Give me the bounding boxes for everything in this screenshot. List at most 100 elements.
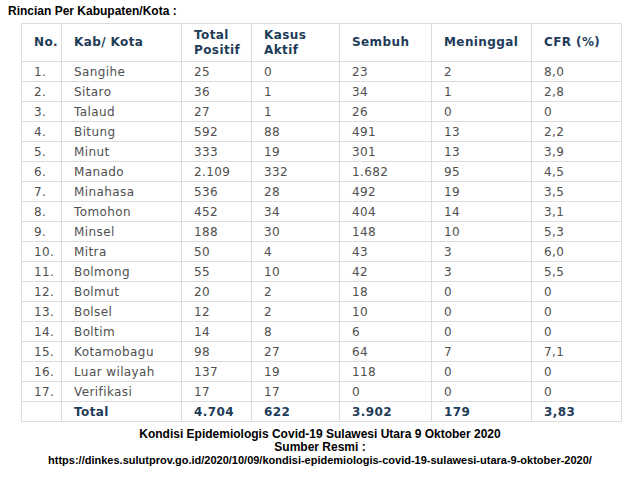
cell-kasus-aktif: 2 xyxy=(252,302,340,322)
cell-no: 15. xyxy=(22,342,62,362)
cell-no: 12. xyxy=(22,282,62,302)
cell-sembuh: 0 xyxy=(340,382,432,402)
table-row: 6.Manado2.1093321.682954,5 xyxy=(22,162,622,182)
cell-meninggal: 14 xyxy=(432,202,532,222)
cell-cfr: 0 xyxy=(532,322,622,342)
cell-kasus-aktif: 1 xyxy=(252,82,340,102)
cell-sembuh: 491 xyxy=(340,122,432,142)
column-header-cfr: CFR (%) xyxy=(532,24,622,62)
cell-sembuh: 64 xyxy=(340,342,432,362)
cell-no: 1. xyxy=(22,62,62,82)
cell-kasus-aktif: 88 xyxy=(252,122,340,142)
cell-sembuh: 118 xyxy=(340,362,432,382)
cell-kasus-aktif: 28 xyxy=(252,182,340,202)
cell-cfr: 7,1 xyxy=(532,342,622,362)
cell-cfr: 0 xyxy=(532,302,622,322)
cell-total-positif: 12 xyxy=(182,302,252,322)
cell-kab-kota: Sitaro xyxy=(62,82,182,102)
cell-meninggal: 3 xyxy=(432,242,532,262)
cell-total-positif: 4.704 xyxy=(182,402,252,422)
cell-kab-kota: Talaud xyxy=(62,102,182,122)
cell-kasus-aktif: 2 xyxy=(252,282,340,302)
cell-cfr: 2,8 xyxy=(532,82,622,102)
cell-kab-kota: Manado xyxy=(62,162,182,182)
cell-kasus-aktif: 4 xyxy=(252,242,340,262)
cell-sembuh: 404 xyxy=(340,202,432,222)
cell-cfr: 3,5 xyxy=(532,182,622,202)
cell-total-positif: 27 xyxy=(182,102,252,122)
cell-total-positif: 536 xyxy=(182,182,252,202)
table-row: 5.Minut33319301133,9 xyxy=(22,142,622,162)
cell-kasus-aktif: 30 xyxy=(252,222,340,242)
cell-sembuh: 148 xyxy=(340,222,432,242)
cell-meninggal: 0 xyxy=(432,322,532,342)
table-header-row: No.Kab/ KotaTotal PositifKasus AktifSemb… xyxy=(22,24,622,62)
cell-meninggal: 2 xyxy=(432,62,532,82)
table-row: 1.Sangihe2502328,0 xyxy=(22,62,622,82)
caption-source-url: https://dinkes.sulutprov.go.id/2020/10/0… xyxy=(0,454,640,467)
cell-no: 6. xyxy=(22,162,62,182)
cell-cfr: 3,9 xyxy=(532,142,622,162)
cell-total-positif: 188 xyxy=(182,222,252,242)
cell-cfr: 0 xyxy=(532,282,622,302)
cell-kasus-aktif: 332 xyxy=(252,162,340,182)
cell-kab-kota: Kotamobagu xyxy=(62,342,182,362)
table-row: 17.Verifikasi1717000 xyxy=(22,382,622,402)
cell-cfr: 6,0 xyxy=(532,242,622,262)
cell-kab-kota: Mitra xyxy=(62,242,182,262)
cell-no: 13. xyxy=(22,302,62,322)
cell-sembuh: 26 xyxy=(340,102,432,122)
cell-meninggal: 0 xyxy=(432,362,532,382)
cell-kab-kota: Boltim xyxy=(62,322,182,342)
cell-total-positif: 592 xyxy=(182,122,252,142)
cell-meninggal: 0 xyxy=(432,282,532,302)
cell-kasus-aktif: 1 xyxy=(252,102,340,122)
cell-meninggal: 10 xyxy=(432,222,532,242)
column-header-no: No. xyxy=(22,24,62,62)
cell-total-positif: 137 xyxy=(182,362,252,382)
cell-no xyxy=(22,402,62,422)
cell-kasus-aktif: 19 xyxy=(252,362,340,382)
table-row: 4.Bitung59288491132,2 xyxy=(22,122,622,142)
cell-no: 8. xyxy=(22,202,62,222)
table-row: 3.Talaud2712600 xyxy=(22,102,622,122)
cell-meninggal: 13 xyxy=(432,142,532,162)
cell-meninggal: 0 xyxy=(432,382,532,402)
table-caption: Kondisi Epidemiologis Covid-19 Sulawesi … xyxy=(0,428,640,467)
cell-total-positif: 20 xyxy=(182,282,252,302)
cell-kab-kota: Minut xyxy=(62,142,182,162)
cell-no: 7. xyxy=(22,182,62,202)
table-row: 10.Mitra5044336,0 xyxy=(22,242,622,262)
cell-kab-kota: Luar wilayah xyxy=(62,362,182,382)
table-row: 16.Luar wilayah1371911800 xyxy=(22,362,622,382)
cell-kasus-aktif: 19 xyxy=(252,142,340,162)
cell-kab-kota: Tomohon xyxy=(62,202,182,222)
cell-cfr: 3,83 xyxy=(532,402,622,422)
cell-meninggal: 0 xyxy=(432,102,532,122)
cell-no: 9. xyxy=(22,222,62,242)
cell-no: 16. xyxy=(22,362,62,382)
table-row: 9.Minsel18830148105,3 xyxy=(22,222,622,242)
cell-no: 4. xyxy=(22,122,62,142)
table-row: 8.Tomohon45234404143,1 xyxy=(22,202,622,222)
cell-no: 3. xyxy=(22,102,62,122)
cell-kab-kota: Verifikasi xyxy=(62,382,182,402)
cell-kab-kota: Bitung xyxy=(62,122,182,142)
cell-total-positif: 452 xyxy=(182,202,252,222)
column-header-kab-kota: Kab/ Kota xyxy=(62,24,182,62)
cell-kab-kota: Minsel xyxy=(62,222,182,242)
cell-meninggal: 0 xyxy=(432,302,532,322)
cell-kab-kota: Bolmut xyxy=(62,282,182,302)
cell-meninggal: 3 xyxy=(432,262,532,282)
column-header-kasus-aktif: Kasus Aktif xyxy=(252,24,340,62)
cell-sembuh: 42 xyxy=(340,262,432,282)
cell-cfr: 3,1 xyxy=(532,202,622,222)
cell-no: 11. xyxy=(22,262,62,282)
cell-no: 14. xyxy=(22,322,62,342)
caption-source-label: Sumber Resmi : xyxy=(0,441,640,454)
cell-kasus-aktif: 17 xyxy=(252,382,340,402)
cell-kab-kota: Sangihe xyxy=(62,62,182,82)
cell-cfr: 0 xyxy=(532,382,622,402)
cell-meninggal: 1 xyxy=(432,82,532,102)
cell-cfr: 8,0 xyxy=(532,62,622,82)
